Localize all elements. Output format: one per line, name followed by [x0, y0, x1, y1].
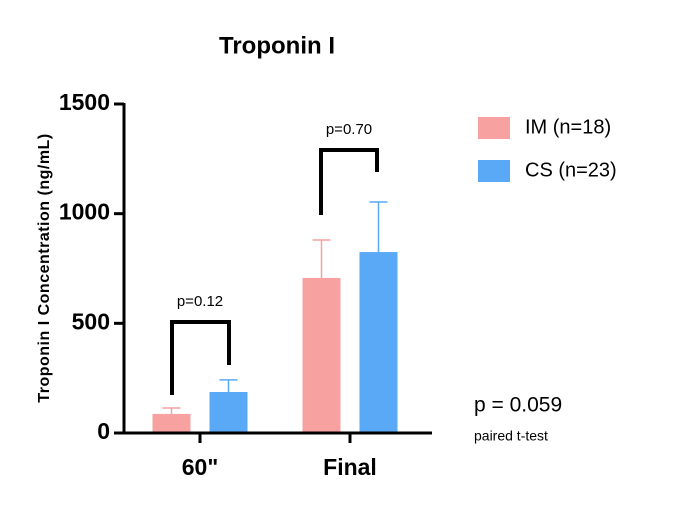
legend-label: IM (n=18) [525, 116, 611, 138]
legend-label: CS (n=23) [525, 159, 617, 181]
significance-bracket [319, 148, 379, 215]
p-value: p=0.70 [326, 121, 372, 138]
bar [152, 413, 191, 433]
bar [209, 391, 248, 433]
significance-bracket [170, 320, 231, 395]
test-note: paired t-test [474, 428, 548, 444]
y-tick-label: 1000 [59, 199, 110, 225]
p-value: p = 0.059 [474, 394, 562, 417]
x-tick-label: Final [323, 454, 377, 480]
bar [302, 277, 341, 433]
y-axis-label: Troponin I Concentration (ng/mL) [36, 133, 53, 402]
legend-swatch [478, 160, 510, 182]
x-tick-label: 60" [182, 454, 219, 480]
y-tick-label: 500 [72, 308, 110, 334]
y-tick-label: 0 [97, 418, 110, 444]
y-tick-label: 1500 [59, 89, 110, 115]
legend-swatch [478, 117, 510, 139]
p-value: p=0.12 [177, 293, 223, 310]
bar [359, 252, 398, 433]
chart-title: Troponin I [219, 32, 335, 59]
